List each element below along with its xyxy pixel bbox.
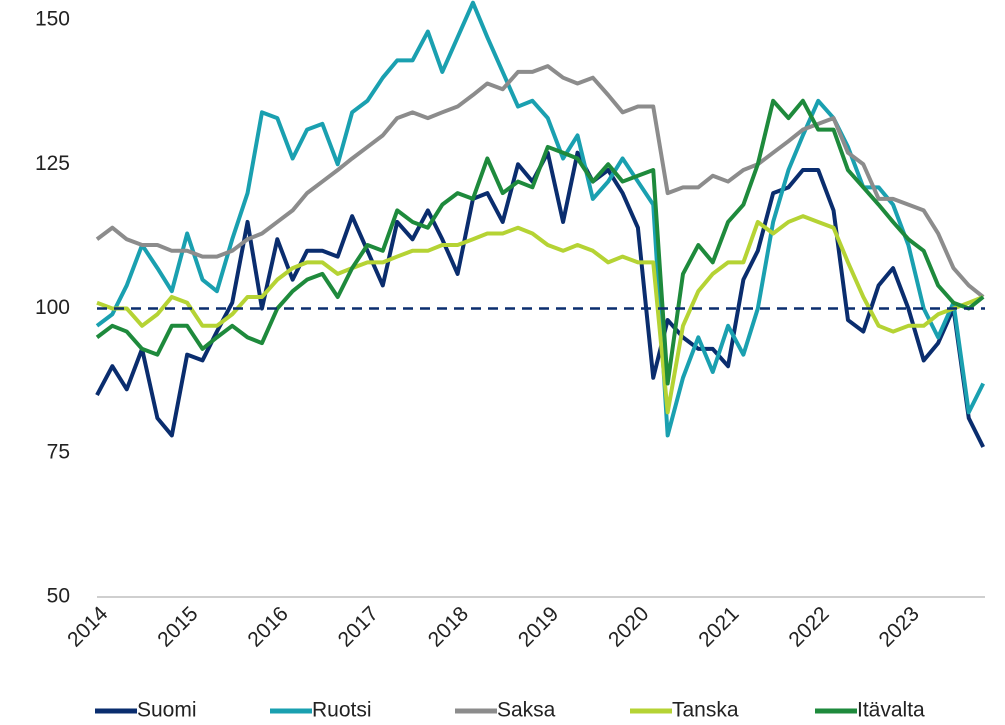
y-tick-label: 100 bbox=[35, 296, 70, 319]
x-tick-label: 2017 bbox=[334, 602, 383, 651]
series-line bbox=[95, 150, 985, 448]
x-tick-label: 2020 bbox=[604, 602, 653, 651]
legend-label: Itävalta bbox=[857, 699, 925, 722]
x-tick-label: 2019 bbox=[514, 602, 563, 651]
legend-label: Tanska bbox=[672, 699, 739, 722]
legend-label: Saksa bbox=[497, 699, 556, 722]
y-tick-label: 125 bbox=[35, 152, 70, 175]
x-tick-label: 2021 bbox=[694, 602, 743, 651]
x-tick-label: 2015 bbox=[153, 602, 202, 651]
y-tick-label: 150 bbox=[35, 8, 70, 31]
x-tick-label: 2022 bbox=[784, 602, 833, 651]
y-tick-label: 50 bbox=[47, 585, 70, 608]
x-tick-label: 2023 bbox=[875, 602, 924, 651]
series-line bbox=[95, 64, 985, 299]
x-tick-label: 2014 bbox=[63, 602, 113, 652]
legend-label: Suomi bbox=[137, 699, 197, 722]
x-tick-label: 2018 bbox=[424, 602, 473, 651]
series-line bbox=[96, 214, 984, 415]
series-line bbox=[95, 98, 985, 386]
y-tick-label: 75 bbox=[47, 440, 70, 463]
legend-label: Ruotsi bbox=[312, 699, 372, 722]
x-tick-label: 2016 bbox=[243, 602, 292, 651]
